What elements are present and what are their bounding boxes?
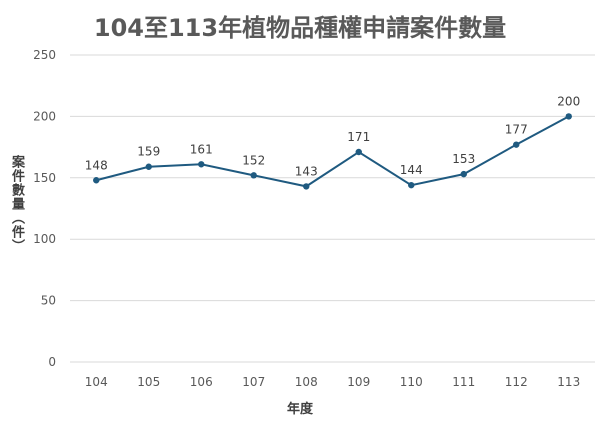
x-tick-label: 108 [295,375,318,389]
data-point [355,148,362,156]
data-point [145,163,152,170]
data-point [93,177,100,184]
x-tick-label: 105 [137,375,160,389]
data-label: 159 [137,145,160,159]
data-label: 161 [190,142,213,156]
y-tick-label: 0 [48,355,56,369]
data-point [198,161,205,168]
y-tick-label: 150 [33,171,56,185]
y-axis-label: 案件數量（件） [9,155,24,253]
data-label: 171 [347,130,370,144]
data-label: 153 [452,152,475,166]
data-label: 177 [505,123,528,137]
x-tick-label: 109 [347,375,370,389]
data-point [565,113,572,120]
data-point [250,172,257,179]
data-label: 152 [242,153,265,167]
x-tick-label: 112 [505,375,528,389]
data-point [303,183,310,190]
x-tick-label: 110 [400,375,423,389]
data-point [513,141,520,148]
y-tick-label: 100 [33,232,56,246]
x-tick-label: 104 [85,375,108,389]
data-label: 144 [400,163,423,177]
data-label: 148 [85,158,108,172]
series-line [96,115,570,188]
y-tick-label: 50 [41,294,56,308]
data-point [460,170,467,178]
x-tick-label: 113 [557,375,580,389]
x-tick-label: 106 [190,375,213,389]
y-tick-label: 250 [33,48,56,62]
x-tick-label: 107 [242,375,265,389]
x-axis-label: 年度 [286,402,313,417]
data-label: 143 [295,164,318,178]
y-tick-label: 200 [33,109,56,123]
x-tick-label: 111 [452,375,475,389]
data-label: 200 [557,94,580,108]
data-point [408,181,415,189]
chart-title: 104至113年植物品種權申請案件數量 [93,14,507,42]
